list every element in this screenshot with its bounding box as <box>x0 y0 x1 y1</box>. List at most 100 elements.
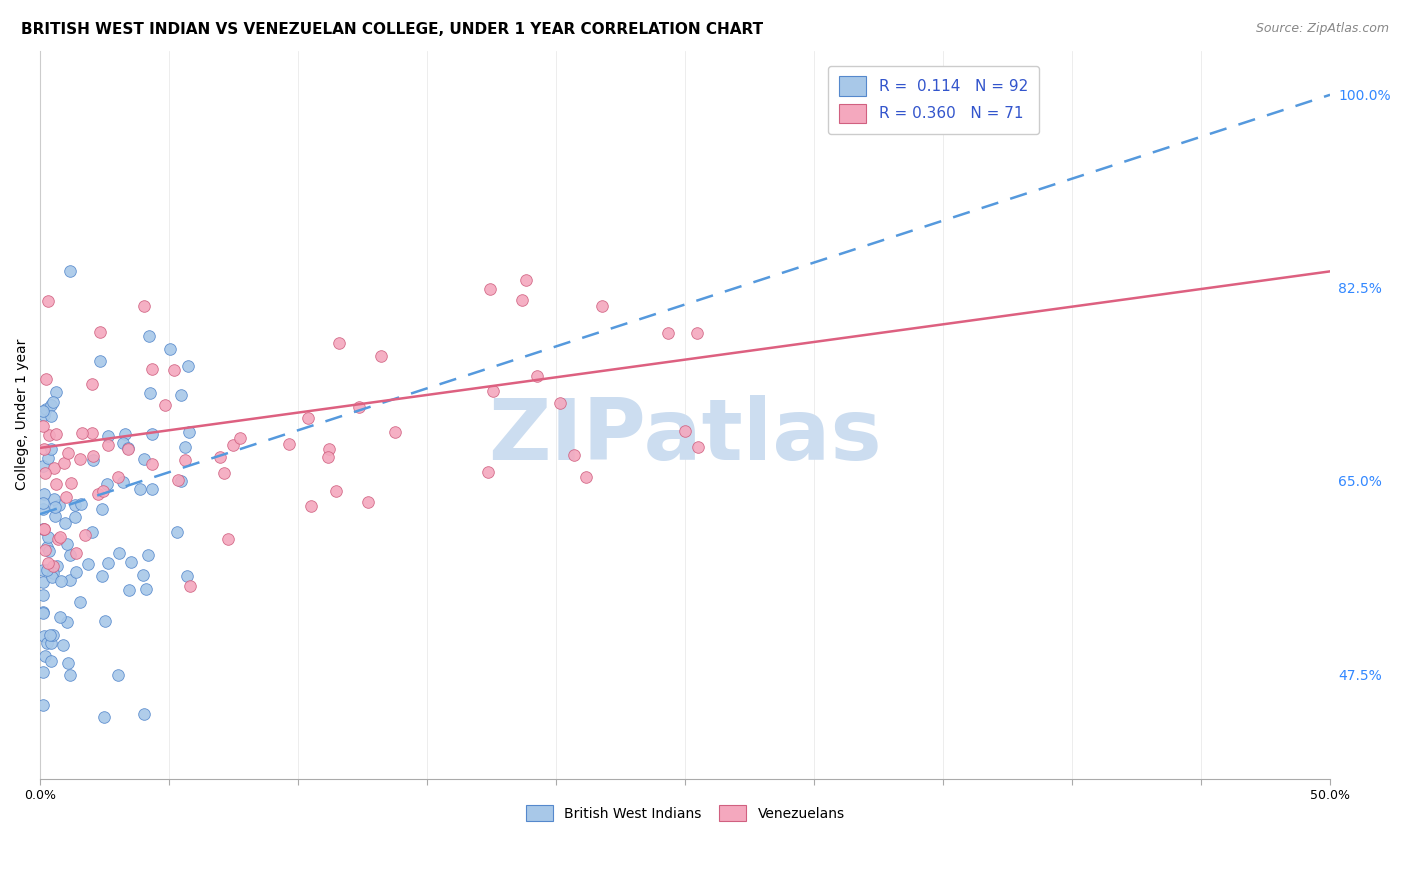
Point <box>45 385 67 400</box>
Point <box>141 483 163 497</box>
Point <box>37 636 59 650</box>
Point <box>179 425 201 440</box>
Point <box>482 384 505 398</box>
Point <box>370 349 392 363</box>
Point <box>132 299 155 313</box>
Point <box>159 342 181 356</box>
Point <box>139 386 162 401</box>
Point <box>32 522 55 536</box>
Point <box>32 502 55 516</box>
Point <box>39 654 62 668</box>
Point <box>82 452 104 467</box>
Point <box>167 473 190 487</box>
Point <box>31 419 53 434</box>
Point <box>685 326 707 341</box>
Point <box>31 606 53 620</box>
Point <box>58 446 80 460</box>
Point <box>42 491 65 506</box>
Point <box>65 546 87 560</box>
Point <box>141 426 163 441</box>
Point <box>575 469 598 483</box>
Point <box>155 398 177 412</box>
Point <box>131 568 153 582</box>
Point <box>97 556 120 570</box>
Point <box>132 707 155 722</box>
Point <box>217 532 239 546</box>
Point <box>34 542 56 557</box>
Point <box>107 469 129 483</box>
Point <box>46 533 69 547</box>
Point <box>117 441 139 455</box>
Point <box>32 408 55 422</box>
Point <box>176 569 198 583</box>
Point <box>31 496 53 510</box>
Point <box>31 588 53 602</box>
Point <box>209 450 232 464</box>
Point <box>174 440 197 454</box>
Point <box>592 299 614 313</box>
Point <box>93 483 115 498</box>
Point <box>34 649 56 664</box>
Point <box>34 371 56 385</box>
Point <box>526 368 548 383</box>
Point <box>228 431 250 445</box>
Point <box>93 710 115 724</box>
Point <box>325 483 347 498</box>
Point <box>277 437 299 451</box>
Point <box>179 578 201 592</box>
Point <box>80 524 103 539</box>
Point <box>89 354 111 368</box>
Point <box>48 498 70 512</box>
Point <box>44 500 66 514</box>
Point <box>63 498 86 512</box>
Point <box>117 442 139 457</box>
Point <box>41 636 63 650</box>
Point <box>41 570 63 584</box>
Point <box>76 557 98 571</box>
Point <box>49 530 72 544</box>
Point <box>42 628 65 642</box>
Point <box>163 363 186 377</box>
Point <box>35 401 58 416</box>
Point <box>69 595 91 609</box>
Point <box>34 442 56 456</box>
Point <box>299 500 322 514</box>
Point <box>37 563 59 577</box>
Point <box>112 436 135 450</box>
Point <box>90 502 112 516</box>
Point <box>56 615 79 630</box>
Point <box>56 537 79 551</box>
Point <box>56 656 79 670</box>
Point <box>136 548 159 562</box>
Point <box>38 628 60 642</box>
Point <box>141 458 163 472</box>
Point <box>37 556 59 570</box>
Point <box>49 574 72 588</box>
Point <box>515 273 537 287</box>
Point <box>548 396 571 410</box>
Point <box>73 527 96 541</box>
Point <box>120 555 142 569</box>
Point <box>91 569 114 583</box>
Point <box>31 574 53 589</box>
Point <box>42 395 65 409</box>
Point <box>384 425 406 439</box>
Point <box>32 487 55 501</box>
Point <box>38 428 60 442</box>
Point <box>328 335 350 350</box>
Point <box>59 264 82 278</box>
Point <box>45 558 67 573</box>
Point <box>166 525 188 540</box>
Point <box>42 566 65 580</box>
Point <box>510 293 533 307</box>
Point <box>52 638 75 652</box>
Point <box>128 482 150 496</box>
Point <box>114 426 136 441</box>
Text: Source: ZipAtlas.com: Source: ZipAtlas.com <box>1256 22 1389 36</box>
Y-axis label: College, Under 1 year: College, Under 1 year <box>15 339 30 491</box>
Point <box>42 559 65 574</box>
Point <box>45 477 67 491</box>
Point <box>82 376 104 391</box>
Point <box>65 509 87 524</box>
Point <box>357 494 380 508</box>
